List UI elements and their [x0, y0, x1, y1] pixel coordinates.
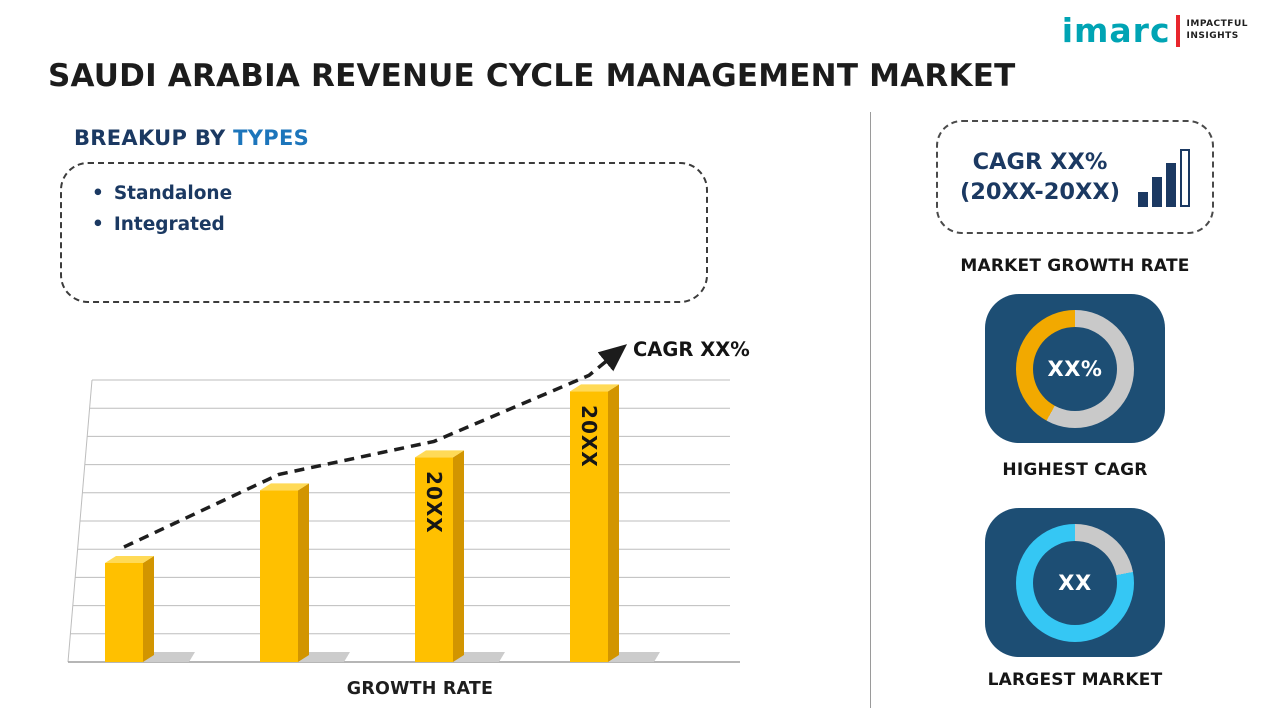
largest-market-value: XX [1058, 570, 1092, 595]
bar-side-face [608, 384, 619, 662]
bar-top-face [570, 384, 619, 392]
logo-tagline-line1: IMPACTFUL [1186, 18, 1248, 29]
bar-front-face [105, 563, 143, 662]
chart-x-axis-label: GROWTH RATE [346, 679, 494, 699]
bar-side-face [298, 483, 309, 662]
logo-red-bar [1175, 14, 1180, 47]
cagr-card-line2: (20XX-20XX) [959, 179, 1121, 205]
bar-front-face [570, 391, 608, 662]
market-growth-rate-label: MARKET GROWTH RATE [960, 256, 1190, 276]
bar-front-face [415, 457, 453, 662]
growth-rate-bar-chart: 20XX 20XX [67, 344, 740, 663]
bar-front-face [260, 490, 298, 662]
largest-market-label: LARGEST MARKET [987, 670, 1163, 690]
logo-tagline: IMPACTFUL INSIGHTS [1187, 19, 1248, 42]
breakup-types-box: StandaloneIntegrated [60, 162, 708, 303]
highest-cagr-donut-chart: XX% [1016, 309, 1134, 428]
page-title: SAUDI ARABIA REVENUE CYCLE MANAGEMENT MA… [48, 58, 1016, 94]
highest-cagr-label: HIGHEST CAGR [1002, 460, 1148, 480]
logo-tagline-line2: INSIGHTS [1186, 30, 1239, 41]
logo-brand-text: imarc [1061, 11, 1171, 50]
bar-chart-icon [1138, 147, 1191, 207]
bar-chart-icon-bar1 [1138, 192, 1149, 207]
bar-year-label: 20XX [422, 471, 446, 534]
cagr-card-line1: CAGR XX% [972, 148, 1108, 175]
bar-side-face [453, 450, 464, 662]
cagr-trend-arrow [123, 344, 628, 549]
bar-top-face [415, 450, 464, 458]
cagr-trend-label: CAGR XX% [633, 338, 750, 361]
breakup-item: Integrated [92, 209, 676, 240]
breakup-heading: BREAKUP BY TYPES [74, 126, 309, 150]
imarc-logo: imarc IMPACTFUL INSIGHTS [1062, 14, 1248, 47]
bar-chart-icon-bar2 [1152, 177, 1163, 207]
cagr-card-text: CAGR XX% (20XX-20XX) [960, 147, 1120, 208]
highest-cagr-value: XX% [1047, 356, 1103, 381]
vertical-divider [870, 112, 871, 708]
breakup-list: StandaloneIntegrated [92, 178, 676, 240]
bar-side-face [143, 556, 154, 662]
largest-market-card: XX [985, 508, 1165, 657]
bar-top-face [260, 483, 309, 491]
breakup-heading-prefix: BREAKUP BY [74, 126, 226, 150]
bar-chart-icon-bar3 [1166, 163, 1177, 207]
bar-year-label: 20XX [577, 405, 601, 468]
breakup-item: Standalone [92, 178, 676, 209]
highest-cagr-card: XX% [985, 294, 1165, 443]
bar-chart-icon-bar4 [1180, 149, 1191, 207]
grid-left-edge [67, 379, 93, 663]
cagr-summary-card: CAGR XX% (20XX-20XX) [936, 120, 1214, 234]
breakup-heading-highlight: TYPES [233, 126, 310, 150]
bar-top-face [105, 556, 154, 563]
largest-market-donut-chart: XX [1016, 523, 1134, 642]
